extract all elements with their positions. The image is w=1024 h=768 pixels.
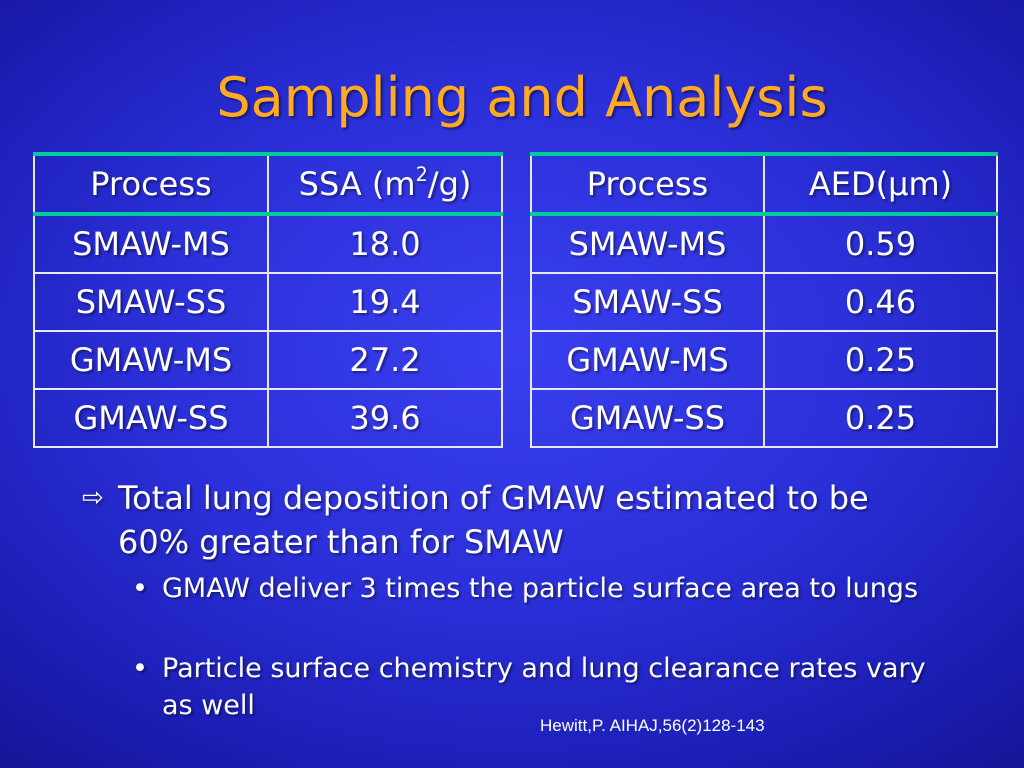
bullet-dot-icon: • [132,653,148,684]
column-header-process: Process [530,152,765,216]
ssa-header-superscript: 2 [415,163,428,187]
main-bullet: ⇨ Total lung deposition of GMAW estimate… [82,476,942,564]
ssa-table: Process SSA (m2/g) SMAW-MS 18.0 SMAW-SS … [33,152,503,448]
table-row: GMAW-SS 39.6 [33,388,503,448]
table-header-row: Process AED(μm) [530,152,998,216]
table-header-row: Process SSA (m2/g) [33,152,503,216]
sub-bullet-text: Particle surface chemistry and lung clea… [162,653,926,721]
table-row: GMAW-MS 0.25 [530,330,998,390]
process-cell: GMAW-SS [530,388,765,448]
aed-value-cell: 0.25 [763,388,998,448]
aed-table: Process AED(μm) SMAW-MS 0.59 SMAW-SS 0.4… [530,152,998,448]
process-cell: SMAW-SS [33,272,269,332]
sub-bullet-text: GMAW deliver 3 times the particle surfac… [162,573,919,604]
table-row: SMAW-SS 0.46 [530,272,998,332]
process-cell: SMAW-MS [530,213,765,274]
ssa-header-suffix: /g) [427,165,472,203]
main-bullet-text: Total lung deposition of GMAW estimated … [118,479,869,561]
ssa-header-prefix: SSA (m [298,165,416,203]
slide-title: Sampling and Analysis [216,66,828,129]
aed-value-cell: 0.59 [763,213,998,274]
table-row: SMAW-MS 18.0 [33,213,503,274]
aed-value-cell: 0.46 [763,272,998,332]
bullet-dot-icon: • [132,573,148,604]
table-row: SMAW-MS 0.59 [530,213,998,274]
ssa-value-cell: 27.2 [267,330,503,390]
process-cell: GMAW-MS [33,330,269,390]
column-header-ssa: SSA (m2/g) [267,152,503,216]
table-row: SMAW-SS 19.4 [33,272,503,332]
ssa-value-cell: 18.0 [267,213,503,274]
sub-bullet: • GMAW deliver 3 times the particle surf… [132,570,952,607]
table-row: GMAW-MS 27.2 [33,330,503,390]
table-row: GMAW-SS 0.25 [530,388,998,448]
ssa-value-cell: 19.4 [267,272,503,332]
column-header-aed: AED(μm) [763,152,998,216]
column-header-process: Process [33,152,269,216]
ssa-value-cell: 39.6 [267,388,503,448]
sub-bullet: • Particle surface chemistry and lung cl… [132,650,952,724]
process-cell: GMAW-MS [530,330,765,390]
hollow-arrow-icon: ⇨ [82,483,104,513]
process-cell: GMAW-SS [33,388,269,448]
process-cell: SMAW-MS [33,213,269,274]
process-cell: SMAW-SS [530,272,765,332]
citation: Hewitt,P. AIHAJ,56(2)128-143 [540,716,765,735]
aed-value-cell: 0.25 [763,330,998,390]
